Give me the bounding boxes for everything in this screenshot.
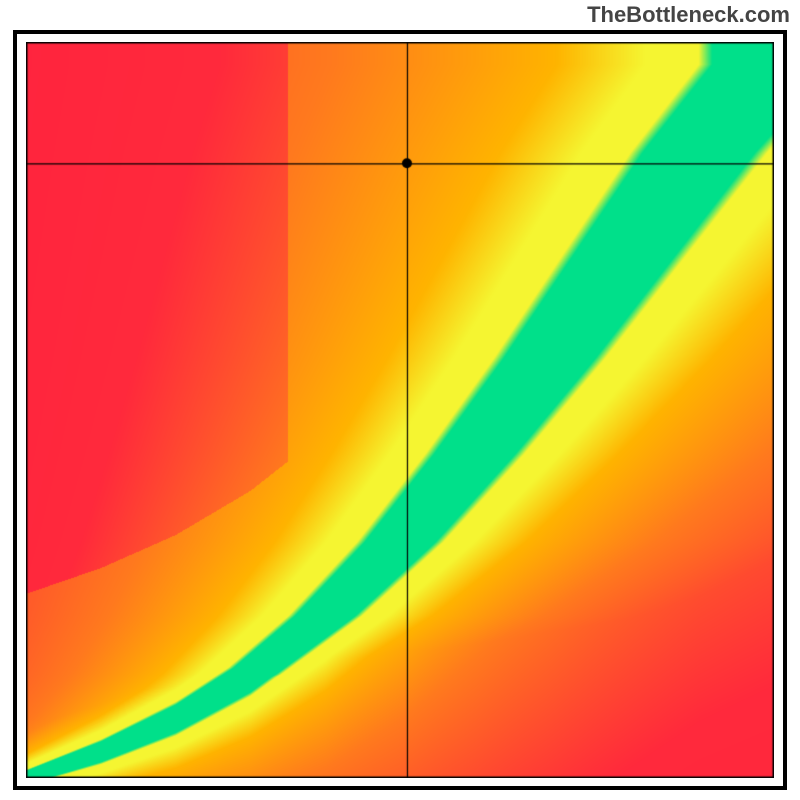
crosshair-overlay [26, 42, 774, 778]
watermark-text: TheBottleneck.com [587, 2, 790, 28]
